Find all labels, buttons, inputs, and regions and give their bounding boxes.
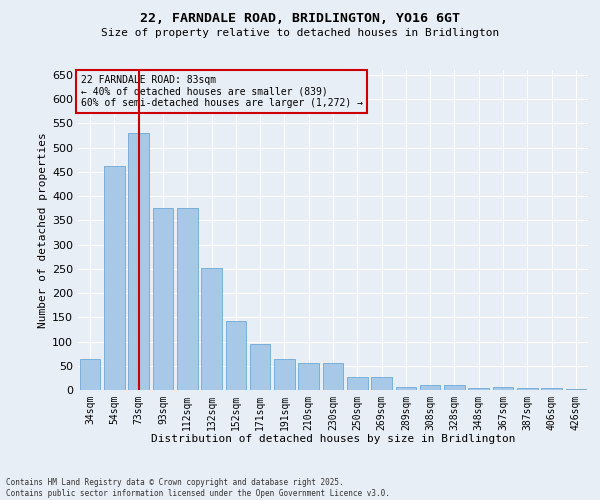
- Bar: [323, 364, 343, 390]
- Bar: [201, 268, 222, 390]
- Bar: [493, 387, 514, 390]
- Bar: [274, 360, 295, 390]
- Bar: [395, 386, 416, 390]
- Bar: [347, 377, 368, 390]
- Text: 22, FARNDALE ROAD, BRIDLINGTON, YO16 6GT: 22, FARNDALE ROAD, BRIDLINGTON, YO16 6GT: [140, 12, 460, 26]
- Bar: [541, 388, 562, 390]
- Bar: [566, 388, 586, 390]
- Bar: [250, 344, 271, 390]
- Bar: [226, 320, 246, 390]
- X-axis label: Distribution of detached houses by size in Bridlington: Distribution of detached houses by size …: [151, 434, 515, 444]
- Text: Contains HM Land Registry data © Crown copyright and database right 2025.
Contai: Contains HM Land Registry data © Crown c…: [6, 478, 390, 498]
- Text: 22 FARNDALE ROAD: 83sqm
← 40% of detached houses are smaller (839)
60% of semi-d: 22 FARNDALE ROAD: 83sqm ← 40% of detache…: [80, 75, 362, 108]
- Bar: [177, 208, 197, 390]
- Bar: [420, 385, 440, 390]
- Bar: [80, 360, 100, 390]
- Bar: [298, 364, 319, 390]
- Bar: [152, 208, 173, 390]
- Bar: [469, 388, 489, 390]
- Text: Size of property relative to detached houses in Bridlington: Size of property relative to detached ho…: [101, 28, 499, 38]
- Bar: [517, 388, 538, 390]
- Bar: [444, 385, 465, 390]
- Bar: [128, 133, 149, 390]
- Bar: [104, 166, 125, 390]
- Y-axis label: Number of detached properties: Number of detached properties: [38, 132, 48, 328]
- Bar: [371, 377, 392, 390]
